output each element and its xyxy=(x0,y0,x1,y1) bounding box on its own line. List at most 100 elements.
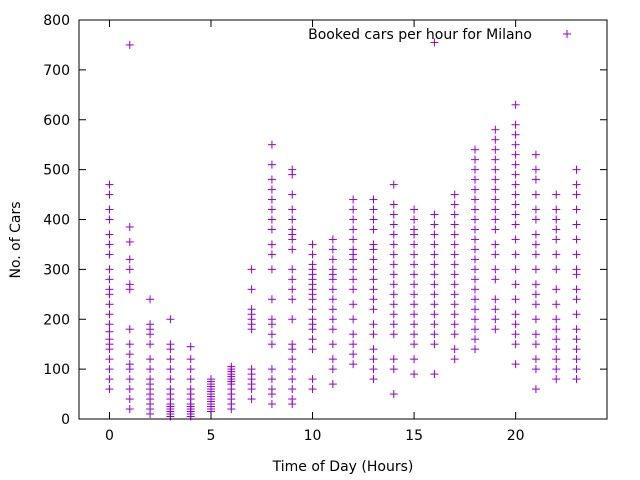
data-point xyxy=(471,165,479,174)
data-point xyxy=(369,285,378,294)
data-point xyxy=(186,342,195,351)
data-point xyxy=(267,330,276,339)
data-point xyxy=(267,175,276,184)
data-point xyxy=(572,205,581,214)
data-point xyxy=(491,195,500,204)
data-point xyxy=(389,250,398,259)
data-point xyxy=(288,205,297,214)
data-point xyxy=(572,335,581,344)
data-point xyxy=(328,265,337,274)
data-point xyxy=(288,265,297,274)
data-point xyxy=(491,305,500,314)
data-point xyxy=(369,365,378,374)
data-point xyxy=(267,185,276,194)
data-point xyxy=(410,280,419,289)
data-point xyxy=(410,355,419,364)
data-point xyxy=(369,275,378,284)
data-point xyxy=(410,330,419,339)
data-point xyxy=(328,315,337,324)
data-point xyxy=(308,250,317,259)
data-point xyxy=(288,385,297,394)
data-point xyxy=(450,270,459,279)
data-point xyxy=(267,365,276,374)
data-point xyxy=(552,365,561,374)
data-point xyxy=(471,225,479,234)
data-point xyxy=(328,285,337,294)
data-point xyxy=(308,375,317,384)
data-point xyxy=(105,310,114,319)
data-point xyxy=(369,255,378,264)
data-point xyxy=(105,215,114,224)
data-point xyxy=(410,270,419,279)
data-point xyxy=(288,375,297,384)
data-point xyxy=(572,235,581,244)
data-point xyxy=(491,250,500,259)
data-point xyxy=(105,205,114,214)
data-point xyxy=(389,240,398,249)
data-point xyxy=(511,130,520,139)
data-point xyxy=(288,395,297,404)
data-point xyxy=(450,330,459,339)
data-point xyxy=(531,385,540,394)
data-point xyxy=(288,275,297,284)
data-point xyxy=(186,365,195,374)
data-point xyxy=(450,220,459,229)
data-point xyxy=(430,370,439,379)
data-point xyxy=(552,225,561,234)
data-point xyxy=(471,255,479,264)
data-point xyxy=(146,340,155,349)
data-point xyxy=(450,210,459,219)
data-point xyxy=(247,285,256,294)
data-point xyxy=(267,215,276,224)
data-point xyxy=(349,285,358,294)
data-point xyxy=(410,250,419,259)
data-point xyxy=(288,165,297,174)
data-point xyxy=(389,280,398,289)
data-point xyxy=(491,125,500,134)
data-point xyxy=(369,215,378,224)
data-point xyxy=(105,327,114,336)
data-point xyxy=(389,230,398,239)
data-point xyxy=(572,165,581,174)
data-point xyxy=(105,335,114,344)
data-point xyxy=(552,285,561,294)
data-point xyxy=(328,355,337,364)
data-point xyxy=(471,215,479,224)
data-point xyxy=(430,250,439,259)
data-point xyxy=(471,175,479,184)
data-point xyxy=(471,285,479,294)
data-point xyxy=(572,250,581,259)
data-point xyxy=(471,195,479,204)
data-point xyxy=(207,375,215,384)
data-point xyxy=(105,300,114,309)
data-point xyxy=(531,150,540,159)
data-point xyxy=(572,355,581,364)
data-point xyxy=(450,290,459,299)
data-point xyxy=(491,185,500,194)
data-point xyxy=(125,280,134,289)
data-point xyxy=(552,190,561,199)
data-point xyxy=(491,175,500,184)
data-point xyxy=(328,295,337,304)
data-point xyxy=(267,250,276,259)
data-point xyxy=(450,345,459,354)
data-point xyxy=(267,340,276,349)
data-point xyxy=(471,325,479,334)
data-point xyxy=(511,295,520,304)
data-point xyxy=(511,320,520,329)
data-point xyxy=(389,330,398,339)
data-point xyxy=(328,305,337,314)
data-point xyxy=(471,335,479,344)
data-point xyxy=(471,295,479,304)
data-point xyxy=(430,270,439,279)
data-point xyxy=(572,180,581,189)
data-point xyxy=(369,330,378,339)
data-point xyxy=(430,290,439,299)
data-point xyxy=(552,250,561,259)
data-point xyxy=(105,355,114,364)
data-point xyxy=(450,240,459,249)
data-point xyxy=(146,365,155,374)
data-point xyxy=(267,295,276,304)
data-point xyxy=(369,355,378,364)
data-point xyxy=(247,305,256,314)
